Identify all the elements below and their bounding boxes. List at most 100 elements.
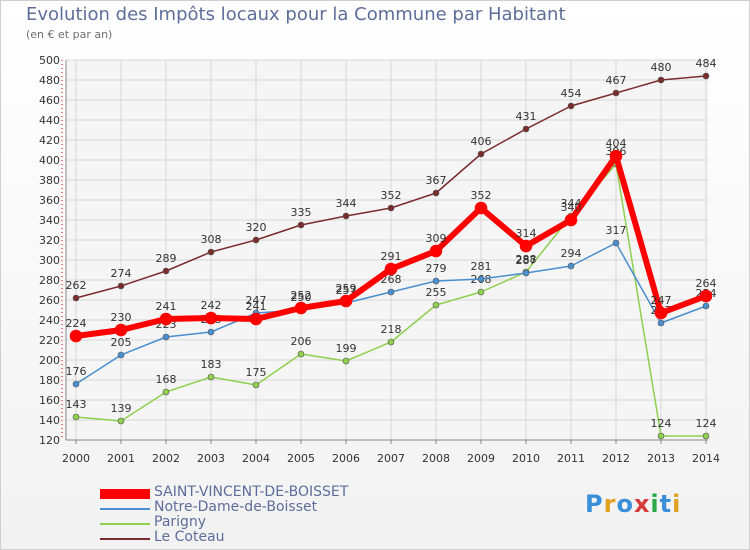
x-tick-label: 2007 <box>377 452 405 465</box>
data-label: 250 <box>291 291 312 304</box>
data-label: 183 <box>201 358 222 371</box>
data-point <box>117 417 125 425</box>
data-label: 344 <box>336 197 357 210</box>
data-point <box>657 76 665 84</box>
data-point <box>432 277 440 285</box>
data-point <box>384 262 398 276</box>
logo-letter: x <box>633 490 651 518</box>
x-tick-label: 2001 <box>107 452 135 465</box>
logo-letter: r <box>603 490 617 518</box>
data-point <box>297 221 305 229</box>
y-tick-label: 260 <box>39 294 60 307</box>
y-tick-label: 400 <box>39 154 60 167</box>
legend-swatch <box>100 508 150 510</box>
data-label: 406 <box>471 135 492 148</box>
x-tick-label: 2013 <box>647 452 675 465</box>
data-label: 308 <box>201 233 222 246</box>
x-tick-label: 2004 <box>242 452 270 465</box>
data-label: 218 <box>381 323 402 336</box>
data-label: 314 <box>516 227 537 240</box>
x-tick-label: 2012 <box>602 452 630 465</box>
legend-swatch <box>100 538 150 540</box>
logo-letter: i <box>650 490 660 518</box>
data-label: 367 <box>426 174 447 187</box>
proxiti-logo: Proxiti <box>585 490 681 518</box>
data-point <box>249 312 263 326</box>
x-tick-label: 2014 <box>692 452 720 465</box>
legend-label: SAINT-VINCENT-DE-BOISSET <box>154 484 349 500</box>
data-label: 259 <box>336 282 357 295</box>
y-tick-label: 180 <box>39 374 60 387</box>
data-point <box>252 381 260 389</box>
data-point <box>702 432 710 440</box>
data-label: 289 <box>156 252 177 265</box>
x-tick-label: 2011 <box>557 452 585 465</box>
data-label: 230 <box>111 311 132 324</box>
data-point <box>612 89 620 97</box>
data-point <box>477 288 485 296</box>
logo-letter: o <box>616 490 634 518</box>
x-tick-label: 2003 <box>197 452 225 465</box>
data-label: 242 <box>201 299 222 312</box>
data-label: 176 <box>66 365 87 378</box>
data-label: 281 <box>471 260 492 273</box>
x-tick-label: 2000 <box>62 452 90 465</box>
data-point <box>342 357 350 365</box>
data-point <box>162 333 170 341</box>
data-label: 340 <box>561 201 582 214</box>
data-point <box>387 338 395 346</box>
y-tick-label: 360 <box>39 194 60 207</box>
data-point <box>72 294 80 302</box>
data-label: 168 <box>156 373 177 386</box>
x-tick-label: 2002 <box>152 452 180 465</box>
data-label: 404 <box>606 137 627 150</box>
data-label: 252 <box>291 289 312 302</box>
data-label: 317 <box>606 224 627 237</box>
data-point <box>117 282 125 290</box>
data-label: 480 <box>651 61 672 74</box>
data-point <box>69 329 83 343</box>
logo-letter: i <box>672 490 682 518</box>
data-point <box>252 236 260 244</box>
y-tick-label: 420 <box>39 134 60 147</box>
data-label: 241 <box>246 300 267 313</box>
data-point <box>522 269 530 277</box>
y-tick-label: 160 <box>39 394 60 407</box>
data-point <box>297 350 305 358</box>
data-point <box>657 319 665 327</box>
data-label: 294 <box>561 247 582 260</box>
data-point <box>432 301 440 309</box>
data-point <box>204 311 218 325</box>
data-label: 255 <box>426 286 447 299</box>
data-label: 205 <box>111 336 132 349</box>
y-tick-label: 140 <box>39 414 60 427</box>
data-point <box>477 275 485 283</box>
data-label: 264 <box>696 277 717 290</box>
data-label: 454 <box>561 87 582 100</box>
y-tick-label: 340 <box>39 214 60 227</box>
data-point <box>474 201 488 215</box>
data-point <box>654 306 668 320</box>
data-label: 291 <box>381 250 402 263</box>
data-label: 352 <box>471 189 492 202</box>
data-point <box>432 189 440 197</box>
y-tick-label: 200 <box>39 354 60 367</box>
data-label: 224 <box>66 317 87 330</box>
chart-subtitle: (en € et par an) <box>26 28 113 41</box>
y-tick-label: 460 <box>39 94 60 107</box>
data-point <box>339 294 353 308</box>
data-point <box>699 289 713 303</box>
data-point <box>702 72 710 80</box>
data-label: 262 <box>66 279 87 292</box>
legend-label: Le Coteau <box>154 529 225 545</box>
data-point <box>612 239 620 247</box>
data-label: 247 <box>246 294 267 307</box>
data-label: 352 <box>381 189 402 202</box>
data-point <box>342 212 350 220</box>
legend-label: Parigny <box>154 514 207 530</box>
logo-letter: t <box>659 490 673 518</box>
legend-swatch <box>100 489 150 499</box>
y-tick-label: 280 <box>39 274 60 287</box>
data-label: 467 <box>606 74 627 87</box>
